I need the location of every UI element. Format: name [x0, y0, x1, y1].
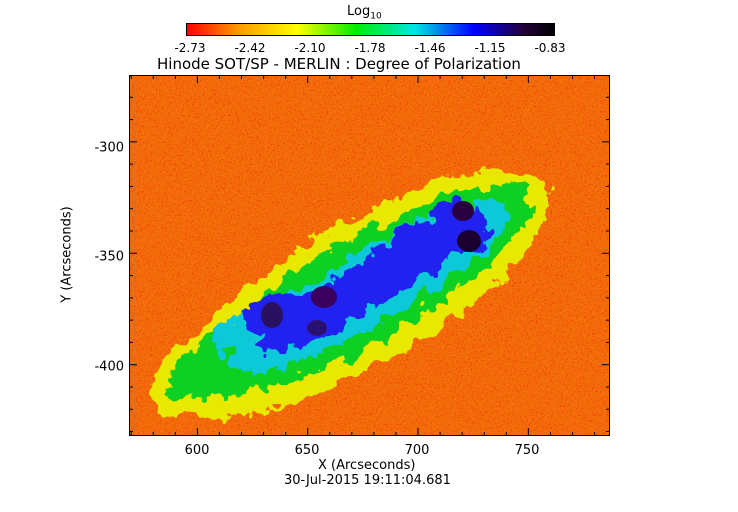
sunspot [307, 320, 327, 336]
y-tick-label: -350 [94, 249, 124, 265]
sunspot [311, 286, 337, 308]
colorbar-tick: -0.83 [534, 41, 566, 55]
timestamp: 30-Jul-2015 19:11:04.681 [284, 473, 451, 488]
colorbar-tick: -1.46 [414, 41, 446, 55]
x-tick-label: 600 [184, 443, 210, 458]
y-axis-label: Y (Arcseconds) [59, 206, 75, 303]
x-axis-label: X (Arcseconds) [318, 458, 416, 473]
x-tick-label: 750 [514, 443, 540, 458]
chart-title: Hinode SOT/SP - MERLIN : Degree of Polar… [157, 55, 521, 73]
colorbar [186, 23, 555, 36]
sunspot [452, 201, 474, 221]
sunspot [457, 230, 481, 252]
y-tick-label: -400 [94, 359, 124, 375]
sunspot-marks [261, 201, 481, 336]
colorbar-tick: -1.15 [474, 41, 506, 55]
x-tick-label: 700 [404, 443, 430, 458]
colorbar-tick: -1.78 [354, 41, 386, 55]
colorbar-tick: -2.73 [174, 41, 206, 55]
y-tick-label: -300 [94, 140, 124, 156]
x-tick-label: 650 [294, 443, 320, 458]
colorbar-tick: -2.10 [294, 41, 326, 55]
sunspot [261, 302, 283, 328]
colorbar-label: Log10 [347, 4, 382, 22]
colorbar-tick: -2.42 [234, 41, 266, 55]
heatmap-plot [129, 75, 610, 436]
